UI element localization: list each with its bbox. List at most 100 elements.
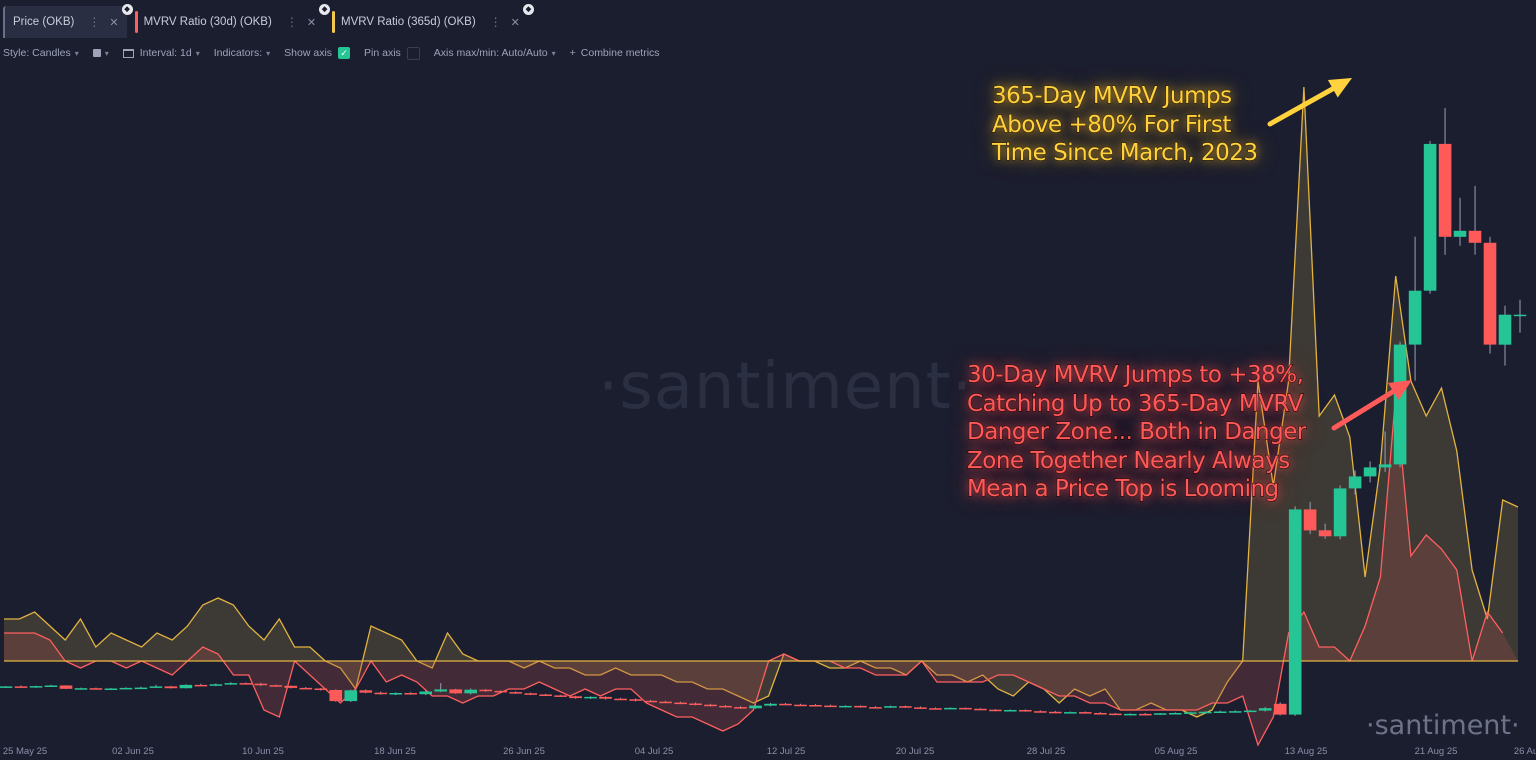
candle-body (134, 687, 148, 690)
candle (359, 689, 373, 694)
pin-axis-toggle[interactable]: Pin axis (364, 46, 420, 60)
plus-icon: + (569, 47, 576, 59)
show-axis-label: Show axis (284, 47, 333, 59)
candle-body (959, 707, 972, 710)
annotation-line: Time Since March, 2023 (991, 139, 1258, 166)
candle (1049, 710, 1062, 714)
indicators-label: Indicators: (213, 47, 263, 59)
mvrv30-line (4, 394, 1504, 747)
x-tick-label: 05 Aug 25 (1155, 746, 1198, 757)
candle (1079, 711, 1092, 714)
x-tick-label: 21 Aug 25 (1415, 746, 1458, 757)
annotation-line: Above +80% For First (991, 111, 1232, 138)
close-icon[interactable]: ✕ (109, 16, 119, 29)
chevron-down-icon: ▾ (195, 48, 200, 58)
checkbox-checked-icon[interactable]: ✓ (338, 47, 351, 59)
candle (14, 685, 28, 688)
candle-body (449, 689, 462, 694)
candle-body (1513, 314, 1527, 317)
style-dropdown[interactable]: Style: Candles ▾ (3, 47, 79, 59)
tab-mvrv-30d[interactable]: MVRV Ratio (30d) (OKB) ⋮ ✕ ◆ (127, 4, 331, 38)
arrow-to-mvrv365-peak-head (1327, 78, 1352, 98)
candle-body (914, 707, 927, 709)
candle-body (1498, 314, 1512, 345)
tab-price[interactable]: Price (OKB) ⋮ ✕ ◆ (3, 4, 133, 38)
annotation-line: 30-Day MVRV Jumps to +38%, (966, 361, 1304, 388)
candle-body (584, 696, 597, 699)
candle (824, 704, 837, 708)
candle (1258, 707, 1272, 712)
show-axis-toggle[interactable]: Show axis ✓ (284, 47, 351, 59)
indicators-dropdown[interactable]: Indicators: ▾ (214, 47, 270, 59)
candle (404, 692, 417, 695)
candle-body (749, 705, 762, 709)
mvrv365-line (4, 86, 1519, 718)
candle (959, 707, 972, 710)
annotation-mvrv30: 30-Day MVRV Jumps to +38%, Catching Up t… (966, 361, 1307, 504)
candle-body (1094, 713, 1107, 715)
more-options-icon[interactable]: ⋮ (489, 15, 502, 29)
candle (179, 684, 193, 689)
candle (1273, 702, 1287, 716)
chevron-down-icon: ▾ (104, 48, 109, 58)
candle (809, 704, 822, 707)
checkbox-empty-icon[interactable] (406, 46, 420, 60)
candle-body (869, 707, 882, 709)
watermark-center: ·santiment· (598, 350, 974, 424)
candle-body (509, 692, 522, 694)
candle (929, 707, 942, 710)
candle-body (434, 689, 447, 692)
annotation-line: Danger Zone... Both in Danger (966, 418, 1307, 445)
x-tick-label: 28 Jul 25 (1027, 746, 1066, 757)
candle (1019, 709, 1032, 712)
candle-body (1288, 509, 1302, 715)
x-tick-label: 25 May 25 (3, 746, 47, 757)
candle (1453, 197, 1467, 246)
x-tick-label: 12 Jul 25 (767, 746, 806, 757)
axis-range-label: Axis max/min: Auto/Auto (433, 47, 548, 59)
candle (794, 703, 807, 707)
color-dropdown[interactable]: ▾ (92, 48, 109, 58)
candle-body (629, 699, 642, 701)
candle-body (0, 686, 13, 688)
candle (944, 707, 957, 710)
candle-body (689, 703, 702, 705)
mvrv365-area (4, 87, 1518, 717)
candle-body (824, 705, 837, 708)
candle (269, 684, 283, 687)
candle-body (1303, 509, 1317, 531)
combine-metrics-button[interactable]: + Combine metrics (570, 47, 660, 59)
candle (1034, 710, 1047, 713)
candle-body (1453, 230, 1467, 237)
x-tick-label: 18 Jun 25 (374, 746, 416, 757)
candle-body (224, 683, 238, 685)
candle (689, 702, 702, 706)
candle (374, 691, 388, 695)
x-tick-label: 04 Jul 25 (635, 746, 674, 757)
candle (149, 684, 163, 688)
x-axis-ticks: 25 May 25 02 Jun 25 10 Jun 25 18 Jun 25 26 J… (3, 746, 1536, 757)
candle-body (1393, 344, 1407, 465)
tab-price-label: Price (OKB) (13, 16, 75, 28)
candle-body (29, 686, 43, 688)
mvrv30-area (4, 395, 1518, 745)
candle-body (209, 684, 223, 686)
interval-dropdown[interactable]: Interval: 1d ▾ (122, 47, 200, 59)
candle-body (299, 687, 313, 690)
more-options-icon[interactable]: ⋮ (285, 15, 298, 29)
candle (1423, 140, 1437, 294)
close-icon[interactable]: ✕ (306, 16, 317, 29)
candle (704, 703, 717, 707)
candle (1109, 713, 1122, 716)
candle (974, 708, 987, 711)
candle-body (734, 707, 747, 709)
candle (584, 696, 597, 699)
axis-range-dropdown[interactable]: Axis max/min: Auto/Auto ▾ (434, 47, 556, 59)
more-options-icon[interactable]: ⋮ (88, 15, 100, 29)
metric-tabs: Price (OKB) ⋮ ✕ ◆ MVRV Ratio (30d) (OKB)… (3, 4, 534, 38)
close-icon[interactable]: ✕ (510, 16, 520, 29)
tab-mvrv-365d[interactable]: MVRV Ratio (365d) (OKB) ⋮ ✕ ◆ (324, 4, 534, 38)
candle (914, 706, 927, 709)
candle (1168, 712, 1182, 715)
